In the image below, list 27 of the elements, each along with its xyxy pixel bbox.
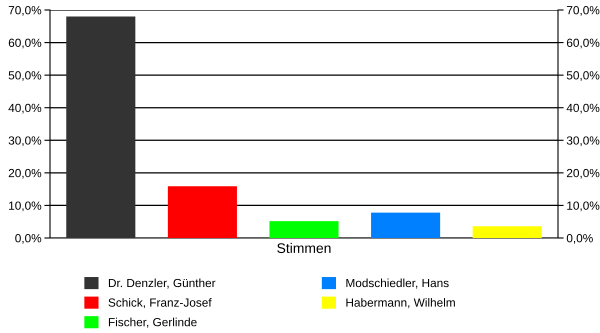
- y-tick-label: 10,0%: [9, 201, 42, 212]
- text: 40,0%: [566, 104, 600, 114]
- bar: [66, 16, 136, 238]
- text: 60,0%: [566, 38, 600, 48]
- legend-label: Dr. Denzler, Günther: [108, 278, 216, 289]
- text: 20,0%: [566, 168, 600, 179]
- y-tick-label: 40,0%: [8, 104, 42, 114]
- bar: [269, 221, 339, 238]
- bar: [472, 226, 542, 238]
- text: 10,0%: [567, 201, 600, 212]
- legend-label: Fischer, Gerlinde: [108, 318, 197, 328]
- legend-label: Habermann, Wilhelm: [346, 298, 455, 308]
- text: 70,0%: [566, 6, 600, 16]
- y-tick-label: 20,0%: [8, 168, 42, 179]
- y-tick-label: 70,0%: [8, 6, 42, 16]
- x-tick-label: Stimmen: [277, 242, 330, 254]
- y-tick-label: 0,0%: [15, 234, 42, 244]
- y-tick-label: 60,0%: [8, 38, 42, 48]
- y-tick-label: 50,0%: [8, 71, 42, 81]
- bar: [168, 186, 237, 238]
- text: 50,0%: [566, 71, 600, 81]
- legend-label: Modschiedler, Hans: [346, 278, 449, 289]
- text: 30,0%: [566, 136, 600, 146]
- text: 0,0%: [566, 234, 593, 244]
- legend-label: Schick, Franz-Josef: [108, 298, 212, 308]
- y-tick-label: 30,0%: [8, 136, 42, 146]
- bar: [371, 212, 440, 238]
